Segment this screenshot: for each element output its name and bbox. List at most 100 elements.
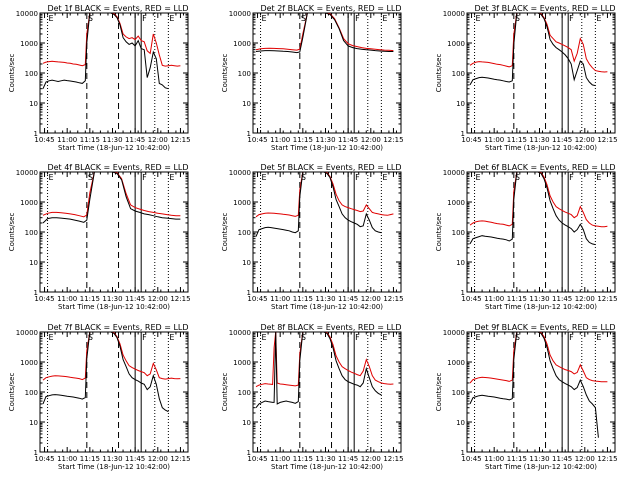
detector-panel: Det 9f BLACK = Events, RED = LLD 1 10 100 10… [435,323,618,471]
event-marker-label: F [355,333,360,342]
x-tick-label: 11:00 [57,295,77,303]
event-marker-label: E [382,173,387,182]
y-tick-label: 1000 [233,40,251,48]
x-tick-label: 12:15 [597,136,617,144]
detector-panel: Det 4f BLACK = Events, RED = LLD 1 10 100 10… [8,163,191,311]
series-lld-line [42,13,181,67]
panel-title: Det 3f BLACK = Events, RED = LLD [474,4,615,13]
y-tick-label: 10000 [229,10,251,18]
x-tick-label: 12:15 [383,455,403,463]
y-tick-label: 1000 [447,359,465,367]
y-tick-label: 10000 [443,10,465,18]
event-marker-label: S [301,173,306,182]
series-lld-line [42,172,181,218]
series-events-line [469,172,596,246]
y-axis-label: Counts/sec [8,213,16,252]
event-marker-label: E [596,173,601,182]
x-tick-label: 12:00 [148,136,168,144]
x-tick-label: 11:45 [552,455,572,463]
event-marker-label: S [301,333,306,342]
panel-title: Det 8f BLACK = Events, RED = LLD [260,323,401,332]
plot-frame [39,171,189,293]
x-tick-label: 10:45 [461,295,481,303]
y-tick-label: 100 [452,70,465,78]
y-tick-label: 10 [456,259,465,267]
y-tick-label: 100 [238,70,251,78]
series-events-line [42,13,169,90]
event-marker-label: F [142,14,147,23]
series-lld-line [469,332,608,384]
y-axis-label: Counts/sec [8,54,16,93]
event-marker-label: E [49,14,54,23]
event-marker-label: E [596,333,601,342]
detector-panel: Det 1f BLACK = Events, RED = LLD 1 10 100 10… [8,4,191,152]
x-tick-label: 11:15 [293,295,313,303]
event-marker-label: E [476,173,481,182]
panel-title: Det 2f BLACK = Events, RED = LLD [260,4,401,13]
x-tick-label: 11:30 [102,455,122,463]
event-marker-label: S [88,333,93,342]
panel-title: Det 6f BLACK = Events, RED = LLD [474,163,615,172]
event-marker-label: F [355,14,360,23]
y-tick-label: 1 [247,449,251,457]
event-marker-label: E [476,333,481,342]
y-tick-label: 1000 [20,40,38,48]
x-tick-label: 10:45 [247,136,267,144]
x-tick-label: 10:45 [247,455,267,463]
y-tick-label: 10 [242,419,251,427]
event-marker-label: E [169,14,174,23]
event-marker-label: E [262,173,267,182]
y-tick-label: 1000 [233,359,251,367]
event-marker-label: E [476,14,481,23]
x-tick-label: 12:15 [597,455,617,463]
x-tick-label: 12:00 [361,295,381,303]
event-marker-label: S [88,173,93,182]
detector-panel: Det 3f BLACK = Events, RED = LLD 1 10 100 10… [435,4,618,152]
y-tick-label: 1000 [447,199,465,207]
x-tick-label: 12:15 [170,136,190,144]
y-axis-label: Counts/sec [435,54,443,93]
y-tick-label: 10 [242,259,251,267]
event-marker-label: F [569,14,574,23]
x-tick-label: 11:45 [125,136,145,144]
x-tick-label: 11:00 [484,136,504,144]
series-lld-line [255,13,394,52]
y-tick-label: 100 [25,389,38,397]
x-tick-label: 11:00 [57,455,77,463]
x-tick-label: 10:45 [34,136,54,144]
y-tick-label: 1 [461,449,465,457]
y-tick-label: 1 [34,449,38,457]
y-tick-label: 10000 [16,169,38,177]
x-tick-label: 11:45 [338,136,358,144]
x-tick-label: 11:45 [552,136,572,144]
x-tick-label: 10:45 [34,455,54,463]
x-axis-label: Start Time (18-Jun-12 10:42:00) [58,303,170,311]
event-marker-label: F [142,333,147,342]
y-tick-label: 1 [461,289,465,297]
x-tick-label: 11:15 [293,455,313,463]
y-axis-label: Counts/sec [221,213,229,252]
y-axis-label: Counts/sec [8,373,16,412]
detector-panel: Det 8f BLACK = Events, RED = LLD 1 10 100 10… [221,323,404,471]
y-tick-label: 100 [452,229,465,237]
x-tick-label: 11:15 [507,136,527,144]
x-axis-label: Start Time (18-Jun-12 10:42:00) [58,463,170,471]
event-marker-label: E [382,14,387,23]
x-tick-label: 11:30 [315,136,335,144]
panel-title: Det 5f BLACK = Events, RED = LLD [260,163,401,172]
x-tick-label: 11:30 [529,136,549,144]
panel-title: Det 1f BLACK = Events, RED = LLD [47,4,188,13]
series-lld-line [469,172,608,228]
series-lld-line [255,332,394,388]
series-events-line [42,332,169,413]
y-tick-label: 10 [456,100,465,108]
x-tick-label: 12:00 [361,136,381,144]
event-marker-label: E [262,14,267,23]
x-axis-label: Start Time (18-Jun-12 10:42:00) [485,463,597,471]
event-marker-label: S [515,333,520,342]
y-tick-label: 1000 [447,40,465,48]
x-tick-label: 11:45 [552,295,572,303]
x-tick-label: 12:15 [383,136,403,144]
y-tick-label: 100 [25,229,38,237]
y-tick-label: 1000 [20,199,38,207]
